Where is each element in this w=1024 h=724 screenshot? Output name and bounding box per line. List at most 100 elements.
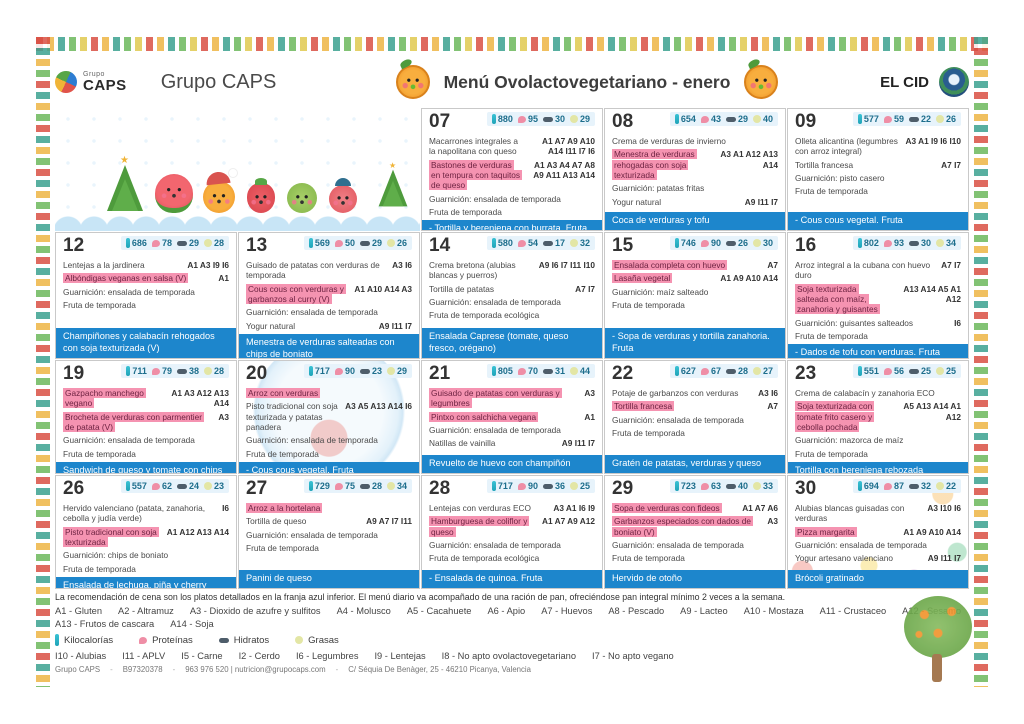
- intolerance-legend-item: I8 - No apto ovolactovegetariano: [441, 651, 577, 661]
- stat-kcal: 569: [308, 238, 330, 248]
- day-number: 27: [246, 478, 268, 499]
- allergen-legend-line2: A13 - Frutos de cascara A14 - Soja: [55, 619, 969, 629]
- fats-icon: [935, 239, 944, 247]
- stat-hidratos: 32: [908, 481, 931, 491]
- stat-value-hidratos: 22: [920, 114, 931, 124]
- nutrition-legend-label: Grasas: [308, 634, 339, 646]
- allergen-codes: A1: [218, 273, 229, 284]
- stat-kcal: 711: [126, 366, 147, 376]
- stat-grasas: 23: [203, 481, 224, 491]
- caps-wordmark: Grupo CAPS: [83, 71, 127, 93]
- dinner-note: La recomendación de cena son los platos …: [55, 592, 786, 602]
- fats-icon: [569, 115, 578, 123]
- stat-value-proteinas: 63: [710, 481, 721, 491]
- nutrition-legend-item: Proteínas: [139, 635, 193, 646]
- stat-hidratos: 31: [542, 366, 565, 376]
- stat-value-proteinas: 90: [710, 238, 721, 248]
- menu-item-text: Sopa de verduras con fideos: [612, 502, 737, 513]
- menu-item-text: Guarnición: ensalada de temporada: [63, 286, 195, 297]
- menu-item-text: Pisto tradicional con soja texturizada y…: [246, 401, 338, 432]
- stat-hidratos: 29: [725, 114, 748, 124]
- stat-kcal: 805: [491, 366, 513, 376]
- brand: Grupo CAPS Grupo CAPS: [51, 67, 355, 97]
- day-number: 21: [429, 363, 451, 384]
- menu-item: Guarnición: guisantes salteados I6: [795, 318, 961, 328]
- fats-icon: [569, 239, 578, 247]
- allergen-legend-item: A7 - Huevos: [541, 606, 593, 616]
- menu-item: Hamburguesa de coliflor y queso A1 A7 A9 …: [429, 516, 595, 537]
- contact-item: Grupo CAPS: [55, 665, 101, 674]
- menu-item: Fruta de temporada: [63, 564, 229, 574]
- nutrition-legend-item: Hidratos: [218, 635, 269, 646]
- day-cell-header: 16 802 93 30 34: [795, 235, 961, 257]
- menu-item: Crema bretona (alubias blancas y puerros…: [429, 260, 595, 281]
- menu-item: Guarnición: ensalada de temporada: [429, 194, 595, 204]
- stat-hidratos: 29: [359, 238, 382, 248]
- stat-proteinas: 62: [151, 481, 172, 491]
- fats-icon: [752, 482, 761, 490]
- menu-item: Guisado de patatas con verduras de tempo…: [246, 260, 412, 281]
- menu-item-text: Menestra de verduras rehogadas con soja …: [612, 149, 703, 180]
- allergen-legend-item: A3 - Dioxido de azufre y sulfitos: [189, 606, 321, 616]
- allergen-codes: A7: [767, 401, 778, 412]
- stat-value-kcal: 805: [497, 366, 513, 376]
- stat-hidratos: 23: [359, 366, 382, 376]
- highlighted-dish-label: Cous cous con verduras y garbanzos al cu…: [246, 283, 346, 304]
- stat-proteinas: 90: [700, 238, 721, 248]
- menu-item: Guarnición: ensalada de temporada: [246, 435, 412, 445]
- stat-hidratos: 28: [725, 366, 748, 376]
- proteins-icon: [883, 367, 892, 375]
- dinner-recommendation-bar: Panini de queso: [239, 570, 419, 588]
- dinner-recommendation-bar: Coca de verduras y tofu: [605, 212, 785, 230]
- kilocalories-icon: [491, 238, 496, 248]
- dinner-recommendation-bar: - Tortilla y berenjena con burrata. Frut…: [422, 220, 602, 230]
- day-cell-body: 30 694 87 32 22 Alubias blancas guisadas con …: [788, 476, 968, 570]
- stat-proteinas: 87: [883, 481, 904, 491]
- allergen-legend-line1: A1 - Gluten A2 - Altramuz A3 - Dioxido de …: [55, 606, 969, 616]
- day-cell-15: 15 746 90 26 30 Ensalada completa con huevo A7…: [604, 232, 786, 359]
- stat-value-hidratos: 32: [920, 481, 931, 491]
- menu-item: Fruta de temporada ecológica: [429, 310, 595, 320]
- allergen-codes: A3 A5 A13 A14 I6: [345, 401, 412, 412]
- stat-value-hidratos: 17: [554, 238, 565, 248]
- menu-item: Fruta de temporada: [612, 428, 778, 438]
- allergen-codes: A3 A1 I9 I6 I10: [905, 135, 962, 146]
- menu-item-text: Guisado de patatas con verduras y legumb…: [429, 387, 579, 409]
- stat-value-grasas: 32: [579, 238, 590, 248]
- day-number: 13: [246, 235, 268, 256]
- day-number: 28: [429, 478, 451, 499]
- kilocalories-icon: [55, 634, 59, 646]
- carbohydrates-icon: [176, 240, 187, 246]
- stat-hidratos: 36: [542, 481, 565, 491]
- highlighted-dish-label: Arroz a la hortelana: [246, 502, 323, 513]
- day-cell-23: 23 551 56 25 25 Crema de calabacín y zanahori…: [787, 360, 969, 474]
- nutrition-stats: 717 90 36 25: [486, 479, 595, 493]
- stat-value-kcal: 802: [863, 238, 879, 248]
- day-cell-08: 08 654 43 29 40 Crema de verduras de invierno…: [604, 108, 786, 231]
- day-number: 07: [429, 111, 451, 132]
- brand-name: Grupo CAPS: [160, 70, 277, 93]
- highlighted-dish-label: Albóndigas veganas en salsa (V): [63, 273, 189, 284]
- stat-value-hidratos: 38: [188, 366, 199, 376]
- menu-item: Guarnición: pisto casero: [795, 173, 961, 183]
- menu-item-text: Pizza margarita: [795, 526, 898, 537]
- menu-item-text: Guarnición: ensalada de temporada: [246, 307, 378, 318]
- menu-item-text: Pintxo con salchicha vegana: [429, 411, 579, 422]
- allergen-codes: I6: [954, 317, 961, 328]
- day-number: 23: [795, 363, 817, 384]
- kilocalories-icon: [491, 481, 496, 491]
- kilocalories-icon: [857, 238, 862, 248]
- allergen-codes: A7 I7: [575, 283, 595, 294]
- day-cell-header: 13 569 50 29 26: [246, 235, 412, 257]
- nutrition-legend-label: Kilocalorías: [64, 634, 114, 646]
- menu-item-text: Guarnición: ensalada de temporada: [429, 539, 561, 550]
- nutrition-stats: 580 54 17 32: [486, 236, 595, 250]
- allergen-legend-item: A13 - Frutos de cascara: [55, 619, 155, 629]
- stat-hidratos: 30: [542, 114, 565, 124]
- top-border-garland: [36, 37, 988, 51]
- day-cell-13: 13 569 50 29 26 Guisado de patatas con verdur…: [238, 232, 420, 359]
- stat-grasas: 28: [203, 238, 224, 248]
- menu-item-text: Guarnición: mazorca de maíz: [795, 435, 904, 446]
- menu-item-text: Fruta de temporada: [612, 553, 685, 564]
- menu-item-text: Crema bretona (alubias blancas y puerros…: [429, 259, 516, 281]
